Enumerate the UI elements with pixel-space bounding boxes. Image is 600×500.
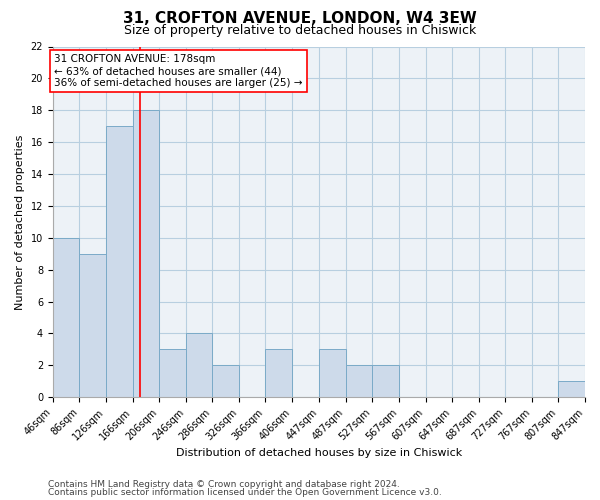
Text: Contains public sector information licensed under the Open Government Licence v3: Contains public sector information licen…: [48, 488, 442, 497]
Bar: [133, 110, 159, 397]
Text: Size of property relative to detached houses in Chiswick: Size of property relative to detached ho…: [124, 24, 476, 37]
Bar: [185, 334, 212, 397]
Text: Contains HM Land Registry data © Crown copyright and database right 2024.: Contains HM Land Registry data © Crown c…: [48, 480, 400, 489]
Bar: [346, 366, 373, 397]
Text: 31 CROFTON AVENUE: 178sqm
← 63% of detached houses are smaller (44)
36% of semi-: 31 CROFTON AVENUE: 178sqm ← 63% of detac…: [54, 54, 302, 88]
Bar: [559, 382, 585, 397]
Text: 31, CROFTON AVENUE, LONDON, W4 3EW: 31, CROFTON AVENUE, LONDON, W4 3EW: [123, 11, 477, 26]
X-axis label: Distribution of detached houses by size in Chiswick: Distribution of detached houses by size …: [176, 448, 462, 458]
Bar: [212, 366, 239, 397]
Bar: [53, 238, 79, 397]
Bar: [106, 126, 133, 397]
Bar: [265, 350, 292, 397]
Bar: [373, 366, 399, 397]
Y-axis label: Number of detached properties: Number of detached properties: [15, 134, 25, 310]
Bar: [79, 254, 106, 397]
Bar: [319, 350, 346, 397]
Bar: [159, 350, 185, 397]
